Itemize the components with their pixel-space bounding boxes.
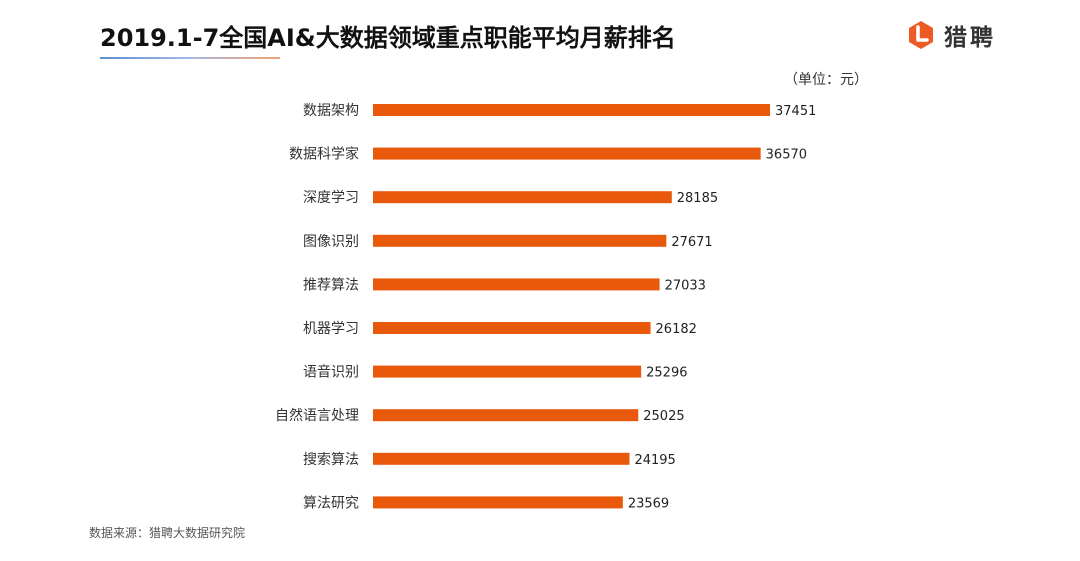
source-note: 数据来源：猎聘大数据研究院 [89, 526, 246, 540]
bar [373, 104, 770, 116]
category-label: 推荐算法 [303, 277, 359, 293]
category-label: 图像识别 [303, 234, 359, 250]
value-label: 25296 [646, 366, 687, 381]
category-label: 数据科学家 [289, 146, 359, 163]
bar [373, 409, 639, 422]
category-label: 深度学习 [303, 190, 359, 206]
value-label: 23569 [628, 496, 669, 511]
category-label: 自然语言处理 [275, 407, 359, 424]
title-underline [100, 57, 280, 59]
value-label: 26182 [656, 322, 697, 337]
bar [373, 496, 623, 509]
liepin-logo: 猎聘 [906, 18, 996, 52]
bar [373, 147, 761, 160]
value-label: 37451 [775, 104, 816, 119]
liepin-logo-icon [909, 21, 933, 49]
value-label: 28185 [677, 191, 718, 206]
chart-title: 2019.1-7全国AI&大数据领域重点职能平均月薪排名 [100, 24, 676, 52]
logo-text: 猎聘 [944, 25, 996, 51]
value-label: 24195 [634, 453, 675, 468]
category-label: 搜索算法 [303, 451, 359, 468]
category-label: 数据架构 [303, 103, 359, 119]
unit-label: （单位：元） [784, 72, 868, 88]
value-label: 27033 [665, 278, 706, 293]
bar [373, 278, 660, 291]
bar [373, 365, 642, 378]
value-label: 25025 [643, 409, 684, 424]
bar [373, 191, 672, 204]
value-label: 36570 [766, 148, 807, 163]
category-label: 算法研究 [303, 495, 359, 511]
bar [373, 234, 667, 247]
bar [373, 322, 651, 334]
value-label: 27671 [671, 235, 712, 250]
bar [373, 452, 630, 465]
category-label: 语音识别 [303, 364, 359, 381]
category-label: 机器学习 [303, 321, 359, 337]
